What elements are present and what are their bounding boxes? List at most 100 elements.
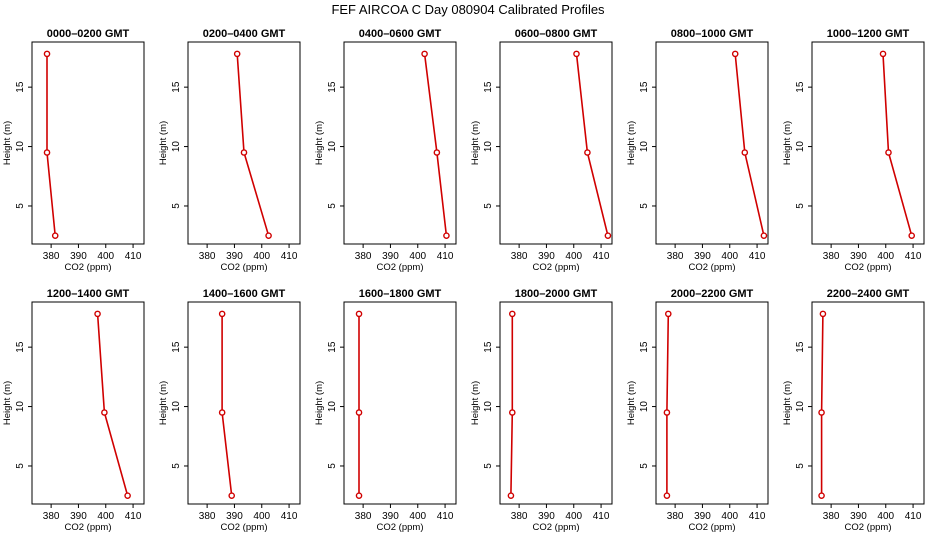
- x-tick-label: 400: [97, 251, 114, 262]
- x-axis-label: CO2 (ppm): [533, 522, 580, 533]
- y-tick-label: 5: [171, 463, 182, 469]
- co2-data-point: [663, 409, 671, 416]
- x-axis-label: CO2 (ppm): [221, 262, 268, 273]
- x-tick-label: 380: [511, 511, 528, 522]
- co2-data-point: [228, 492, 236, 499]
- co2-data-point: [43, 149, 51, 156]
- co2-profile-line: [236, 53, 270, 236]
- panel-title: 0200–0400 GMT: [203, 28, 286, 40]
- x-tick-label: 390: [850, 511, 867, 522]
- co2-profile-line: [96, 313, 129, 496]
- profile-panel: 2200–2400 GMT 380 390 400 410 CO2 (ppm) 5 10 15 H…: [782, 288, 925, 533]
- y-tick-label: 5: [327, 463, 338, 469]
- plot-frame: [31, 41, 145, 245]
- panel-title: 0000–0200 GMT: [47, 28, 130, 40]
- y-tick-label: 5: [795, 463, 806, 469]
- co2-data-point: [51, 232, 59, 239]
- co2-data-point: [265, 232, 272, 239]
- y-tick-label: 15: [639, 81, 650, 93]
- co2-data-point: [355, 310, 363, 318]
- x-tick-label: 380: [667, 511, 684, 522]
- y-tick-label: 10: [483, 401, 494, 413]
- co2-profile-line: [666, 313, 670, 496]
- profile-panel: 0200–0400 GMT 380 390 400 410 CO2 (ppm) 5 10 15 H…: [158, 28, 301, 273]
- x-tick-label: 400: [877, 251, 894, 262]
- y-axis-label: Height (m): [2, 381, 13, 425]
- x-tick-label: 400: [877, 511, 894, 522]
- plot-frame: [499, 41, 613, 245]
- co2-data-point: [818, 492, 825, 499]
- x-tick-label: 390: [850, 251, 867, 262]
- y-tick-label: 15: [15, 81, 26, 93]
- plot-frame: [655, 41, 769, 245]
- y-tick-label: 15: [639, 341, 650, 353]
- panel-title: 0400–0600 GMT: [359, 28, 442, 40]
- y-tick-label: 5: [483, 463, 494, 469]
- plot-frame: [655, 301, 769, 505]
- panel-title: 2000–2200 GMT: [671, 288, 754, 300]
- y-tick-label: 5: [639, 203, 650, 209]
- x-tick-label: 390: [226, 511, 243, 522]
- co2-data-point: [443, 232, 450, 239]
- co2-data-point: [233, 50, 241, 58]
- co2-data-point: [604, 232, 612, 239]
- co2-profile-line: [46, 53, 56, 236]
- y-tick-label: 5: [15, 463, 26, 469]
- x-tick-label: 400: [565, 251, 582, 262]
- x-tick-label: 380: [199, 511, 216, 522]
- co2-data-point: [218, 310, 226, 318]
- x-tick-label: 390: [694, 511, 711, 522]
- x-tick-label: 410: [125, 511, 142, 522]
- co2-data-point: [760, 232, 768, 239]
- x-tick-label: 410: [905, 251, 922, 262]
- y-tick-label: 10: [639, 141, 650, 153]
- y-axis-label: Height (m): [626, 121, 637, 165]
- plot-frame: [811, 41, 925, 245]
- profile-panel: 0400–0600 GMT 380 390 400 410 CO2 (ppm) 5 10 15 H…: [314, 28, 457, 273]
- x-tick-label: 390: [382, 511, 399, 522]
- x-tick-label: 380: [355, 511, 372, 522]
- y-tick-label: 10: [171, 141, 182, 153]
- y-tick-label: 10: [795, 141, 806, 153]
- co2-data-point: [43, 50, 51, 58]
- x-tick-label: 400: [409, 251, 426, 262]
- x-tick-label: 410: [437, 251, 454, 262]
- co2-data-point: [218, 409, 226, 416]
- y-tick-label: 10: [483, 141, 494, 153]
- y-tick-label: 15: [327, 341, 338, 353]
- x-tick-label: 400: [721, 251, 738, 262]
- y-tick-label: 15: [483, 341, 494, 353]
- y-tick-label: 10: [795, 401, 806, 413]
- profile-panel: 0800–1000 GMT 380 390 400 410 CO2 (ppm) 5 10 15 H…: [626, 28, 769, 273]
- plot-frame: [343, 41, 457, 245]
- x-axis-label: CO2 (ppm): [689, 262, 736, 273]
- co2-data-point: [240, 149, 248, 156]
- y-axis-label: Height (m): [314, 121, 325, 165]
- x-tick-label: 380: [43, 251, 60, 262]
- co2-data-point: [94, 310, 101, 318]
- y-axis-label: Height (m): [782, 121, 793, 165]
- profile-panel: 1800–2000 GMT 380 390 400 410 CO2 (ppm) 5 10 15 H…: [470, 288, 613, 533]
- co2-data-point: [584, 149, 591, 156]
- co2-data-point: [885, 149, 892, 156]
- co2-data-point: [879, 50, 887, 58]
- co2-data-point: [908, 232, 916, 239]
- panel-title: 2200–2400 GMT: [827, 288, 910, 300]
- x-tick-label: 410: [437, 511, 454, 522]
- co2-profile-line: [423, 53, 448, 236]
- y-tick-label: 15: [327, 81, 338, 93]
- x-axis-label: CO2 (ppm): [221, 522, 268, 533]
- co2-data-point: [101, 409, 108, 416]
- y-axis-label: Height (m): [470, 121, 481, 165]
- figure-title: FEF AIRCOA C Day 080904 Calibrated Profi…: [331, 2, 605, 17]
- y-tick-label: 5: [639, 463, 650, 469]
- profile-panel: 1000–1200 GMT 380 390 400 410 CO2 (ppm) 5 10 15 H…: [782, 28, 925, 273]
- y-axis-label: Height (m): [158, 121, 169, 165]
- x-tick-label: 410: [593, 251, 610, 262]
- y-axis-label: Height (m): [626, 381, 637, 425]
- x-tick-label: 380: [511, 251, 528, 262]
- y-tick-label: 5: [483, 203, 494, 209]
- x-tick-label: 410: [281, 251, 298, 262]
- y-axis-label: Height (m): [470, 381, 481, 425]
- x-axis-label: CO2 (ppm): [65, 522, 112, 533]
